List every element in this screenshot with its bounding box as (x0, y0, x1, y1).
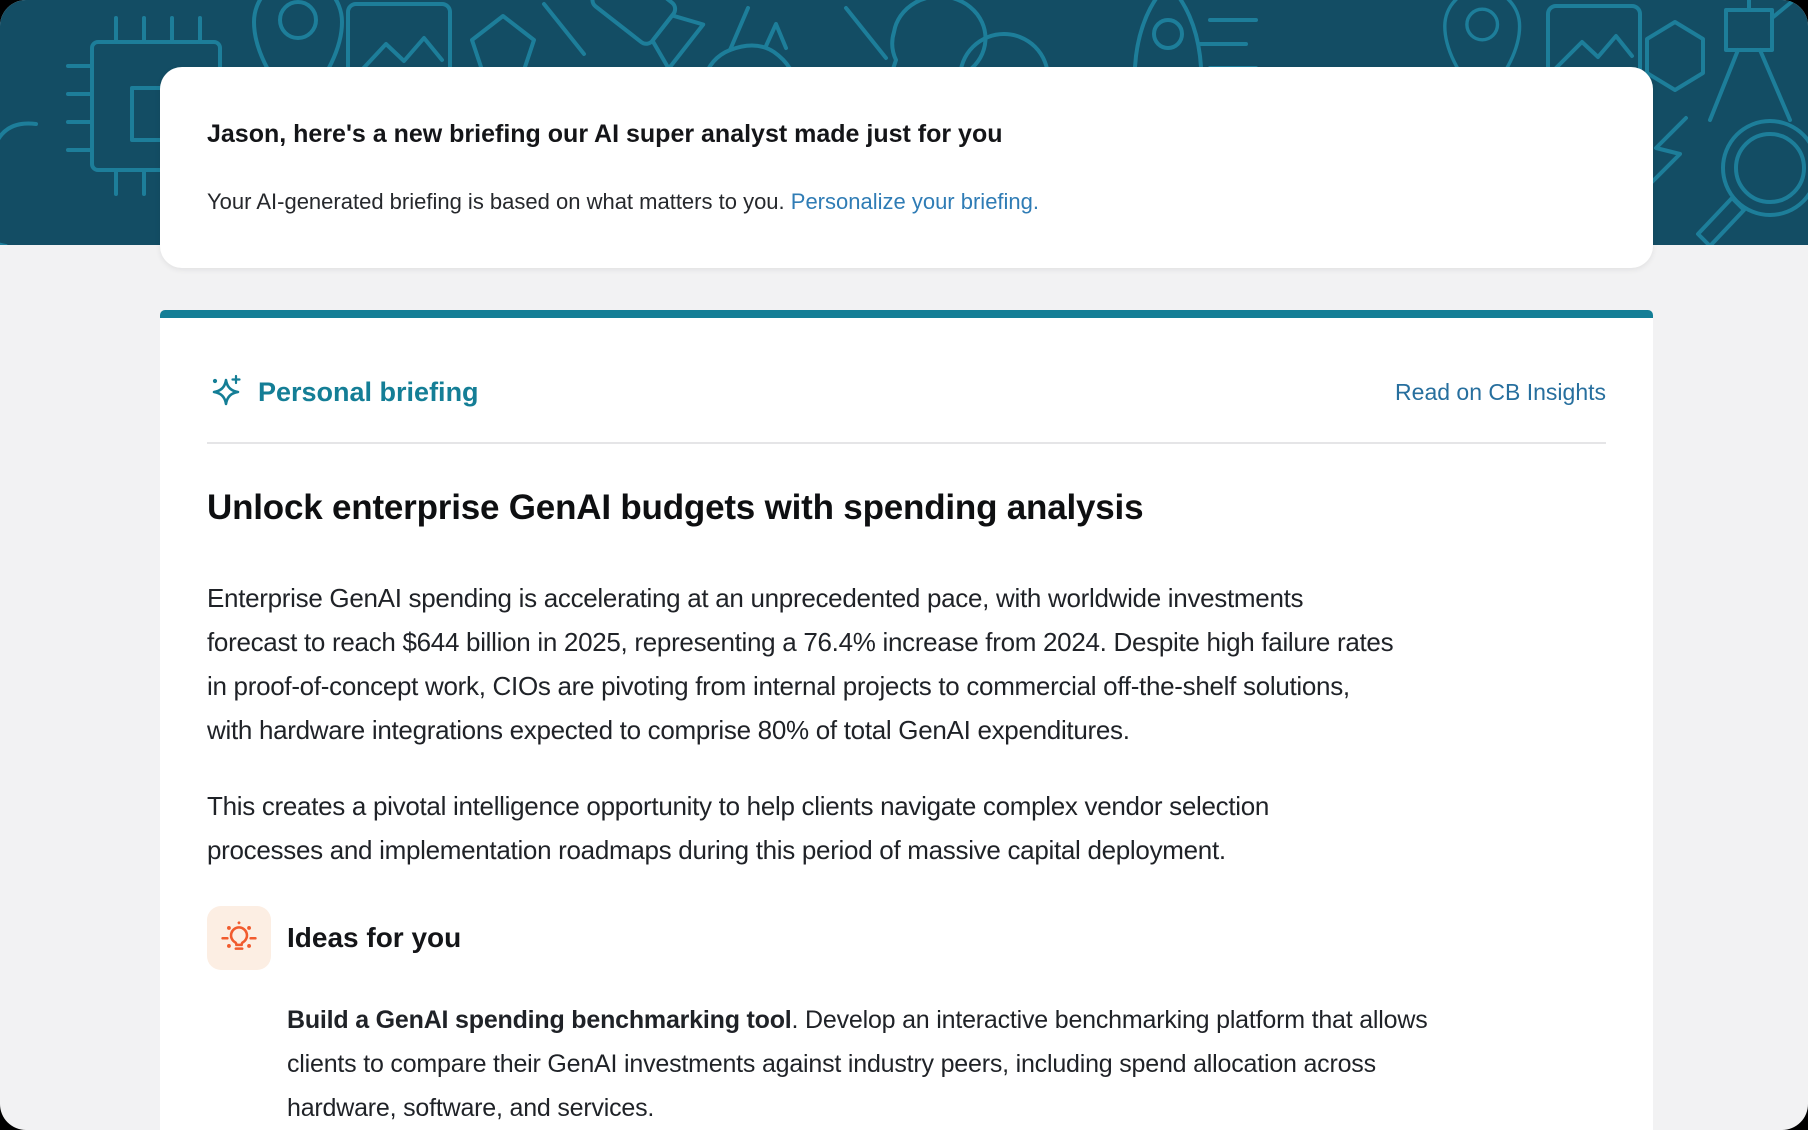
notice-card: Jason, here's a new briefing our AI supe… (160, 67, 1653, 268)
read-on-cb-insights-link[interactable]: Read on CB Insights (1395, 378, 1606, 405)
intro-line: Enterprise GenAI spending is acceleratin… (207, 583, 1304, 613)
briefing-headline: Unlock enterprise GenAI budgets with spe… (207, 488, 1144, 527)
briefing-card: Personal briefing Read on CB Insights Un… (160, 310, 1653, 1130)
camera-icon (590, 0, 706, 71)
magnifier-icon (1696, 119, 1808, 245)
slash-icon (844, 6, 888, 60)
intro-line: with hardware integrations expected to c… (207, 715, 1130, 745)
idea-line: clients to compare their GenAI investmen… (287, 1050, 1376, 1078)
idea-line: hardware, software, and services. (287, 1094, 655, 1122)
easel-icon (1708, 0, 1798, 122)
idea-line: Build a GenAI spending benchmarking tool… (287, 998, 1606, 1042)
intro-paragraph: Enterprise GenAI spending is acceleratin… (207, 576, 1606, 752)
idea-lead: Build a GenAI spending benchmarking tool (287, 1006, 792, 1034)
idea-paragraph: Build a GenAI spending benchmarking tool… (287, 998, 1606, 1130)
notice-subtitle-text: Your AI-generated briefing is based on w… (207, 189, 791, 214)
intro-line: forecast to reach $644 billion in 2025, … (207, 627, 1394, 657)
ideas-heading: Ideas for you (287, 922, 462, 953)
idea-line-rest: . Develop an interactive benchmarking pl… (791, 1006, 1428, 1034)
opportunity-paragraph: This creates a pivotal intelligence oppo… (207, 784, 1606, 872)
menu-lines-icon (1198, 18, 1258, 70)
personalize-briefing-link[interactable]: Personalize your briefing. (790, 189, 1040, 214)
ideas-section-header: Ideas for you (207, 906, 1606, 970)
map-pin-icon (1443, 0, 1522, 107)
notice-title: Jason, here's a new briefing our AI supe… (207, 120, 1003, 148)
hexagon-icon (1645, 20, 1705, 92)
divider (207, 442, 1606, 444)
opportunity-line: This creates a pivotal intelligence oppo… (207, 791, 1270, 821)
notice-subtitle: Your AI-generated briefing is based on w… (207, 189, 1606, 215)
idea-icon-box (207, 906, 271, 970)
cpu-chip-icon (66, 16, 222, 196)
briefing-eyebrow: Personal briefing (207, 374, 479, 410)
briefing-header-row: Personal briefing Read on CB Insights (207, 372, 1606, 412)
map-pin-icon (252, 0, 344, 117)
zigzag-icon (1650, 116, 1688, 184)
sparkle-icon (212, 374, 241, 406)
briefing-eyebrow-label: Personal briefing (258, 376, 479, 407)
intro-line: in proof-of-concept work, CIOs are pivot… (207, 671, 1350, 701)
banner-pattern (0, 0, 1808, 245)
opportunity-line: processes and implementation roadmaps du… (207, 835, 1226, 865)
lightbulb-icon (221, 921, 257, 950)
slash-icon (542, 2, 586, 56)
brain-blob-icon (0, 121, 38, 245)
